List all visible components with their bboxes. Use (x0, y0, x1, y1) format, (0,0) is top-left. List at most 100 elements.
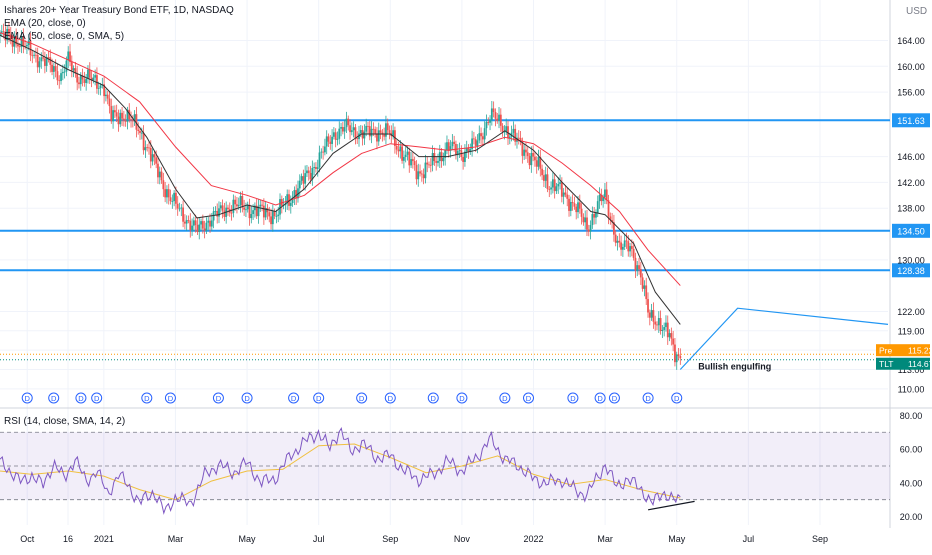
candle-body (374, 129, 377, 134)
candle-body (467, 147, 470, 152)
candle-body (182, 207, 184, 222)
candle-body (422, 174, 425, 179)
candle-body (544, 174, 547, 181)
candle-body (496, 118, 499, 121)
candle-body (501, 125, 504, 132)
candle-body (365, 125, 368, 132)
candle-body (636, 265, 639, 271)
candle-body (230, 212, 233, 214)
candle-body (153, 154, 156, 158)
candle-body (178, 208, 181, 210)
price-tick-label: 146.00 (897, 152, 925, 162)
candle-body (253, 205, 256, 211)
candle-body (343, 127, 346, 132)
candle-body (560, 182, 563, 197)
candle-body (43, 58, 46, 66)
candle-body (259, 204, 262, 207)
ema20-legend: EMA (20, close, 0) (4, 18, 86, 29)
candle-body (453, 141, 456, 144)
currency-label: USD (906, 6, 927, 17)
ema50-legend: EMA (50, close, 0, SMA, 5) (4, 31, 124, 42)
candle-body (128, 109, 131, 120)
candle-body (530, 152, 533, 166)
candle-body (435, 161, 438, 163)
candle-body (81, 75, 84, 80)
candle-body (643, 285, 646, 289)
ema50-line (0, 32, 681, 286)
candle-body (535, 160, 538, 167)
candle-body (505, 126, 508, 132)
price-axis: 151.63 134.50 128.38 164.00 160.00 156.00 146.… (876, 36, 932, 522)
candle-body (641, 277, 644, 289)
candle-body (207, 220, 210, 223)
dividend-marker (567, 392, 579, 404)
candle-body (650, 310, 653, 318)
level-tag (892, 263, 930, 278)
candle-body (586, 217, 588, 230)
candle-body (605, 189, 608, 201)
level-tag (892, 223, 930, 238)
candle-body (331, 136, 333, 144)
candle-body (279, 199, 281, 215)
candle-body (175, 192, 177, 204)
candle-body (257, 206, 260, 217)
candle-body (241, 195, 244, 208)
dividend-marker-label: D (25, 394, 31, 403)
dividend-marker-label: D (431, 394, 437, 403)
candle-body (413, 161, 416, 166)
candle-body (411, 159, 414, 162)
candle-body (327, 136, 330, 142)
candle-body (363, 131, 366, 139)
candle-body (528, 156, 531, 166)
candle-body (164, 189, 167, 198)
candle-body (51, 64, 53, 72)
candle-body (426, 162, 429, 165)
annotations: Bullish engulfing (679, 307, 889, 371)
candle-body (209, 220, 211, 227)
time-tick-label: May (239, 534, 257, 544)
candle-body (621, 246, 624, 250)
candle-body (18, 46, 21, 48)
candle-body (503, 131, 506, 133)
candle-body (395, 145, 398, 150)
candle-body (402, 157, 405, 161)
candle-body (126, 109, 129, 122)
candle-body (677, 354, 680, 357)
dividend-marker-label: D (78, 394, 84, 403)
candle-body (591, 214, 594, 226)
candle-body (135, 114, 138, 130)
candle-body (40, 57, 43, 62)
candle-body (131, 120, 134, 122)
candle-body (324, 146, 326, 153)
candle-body (108, 98, 111, 107)
candle-body (250, 214, 253, 219)
candle-body (663, 327, 666, 330)
dividend-marker (671, 392, 683, 404)
price-tick-label: 122.00 (897, 307, 925, 317)
candle-body (462, 156, 465, 162)
candle-body (341, 127, 344, 132)
candle-body (176, 203, 179, 209)
candle-body (469, 149, 472, 152)
candle-body (404, 154, 407, 158)
candle-body (489, 119, 491, 123)
candle-body (119, 112, 122, 125)
time-tick-label: May (668, 534, 686, 544)
candle-body (65, 60, 68, 72)
candle-body (320, 151, 323, 153)
candle-body (379, 130, 382, 133)
horizontal-levels (0, 119, 890, 361)
time-tick-label: Sep (812, 534, 828, 544)
candle-body (557, 183, 560, 187)
dividend-marker (608, 392, 620, 404)
candle-body (171, 201, 174, 202)
candle-body (295, 190, 298, 199)
candle-body (480, 133, 482, 137)
candle-body (99, 85, 102, 89)
candle-body (94, 75, 97, 78)
dividend-marker (523, 392, 535, 404)
candle-body (325, 136, 328, 147)
candle-body (406, 151, 409, 155)
candle-body (458, 150, 461, 152)
